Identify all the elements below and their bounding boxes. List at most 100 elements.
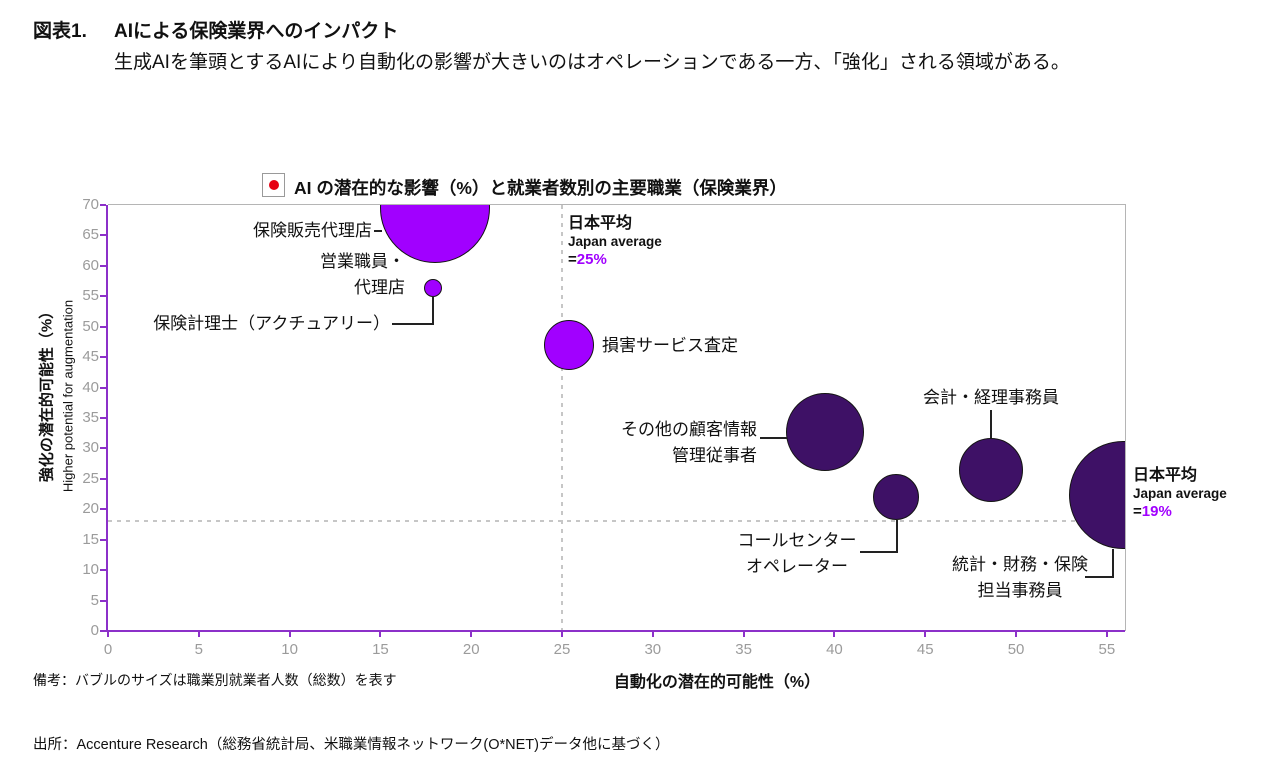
bubble-other-customer-info-worker bbox=[786, 392, 865, 471]
y-tick-30 bbox=[100, 447, 106, 450]
callout-line: コールセンター bbox=[737, 531, 857, 550]
callout-connector-2-1 bbox=[432, 297, 434, 324]
annotation-line: Japan average bbox=[1133, 486, 1227, 501]
figure-label: 図表1. bbox=[33, 21, 87, 42]
y-tick-65 bbox=[100, 234, 106, 237]
japan-average-automation-annotation: 日本平均 Japan average =25% bbox=[568, 214, 662, 269]
y-tick-label-10: 10 bbox=[82, 561, 99, 579]
annotation-line: 日本平均 bbox=[568, 215, 633, 232]
flag-red-dot bbox=[268, 180, 279, 190]
y-tick-5 bbox=[100, 599, 106, 602]
x-axis-line bbox=[106, 630, 1125, 632]
y-axis-title-jp: 強化の潜在的可能性（%） bbox=[38, 303, 56, 483]
y-tick-15 bbox=[100, 538, 106, 541]
x-tick-label-10: 10 bbox=[281, 641, 298, 658]
y-tick-label-5: 5 bbox=[90, 591, 99, 609]
page-title: AIによる保険業界へのインパクト bbox=[114, 21, 399, 42]
y-tick-label-60: 60 bbox=[82, 256, 99, 274]
annotation-line: =19% bbox=[1133, 502, 1227, 521]
bubble-statistics-finance-insurance-clerk bbox=[1069, 441, 1125, 550]
japan-flag-icon bbox=[262, 173, 285, 197]
x-tick-label-35: 35 bbox=[735, 641, 752, 658]
y-tick-55 bbox=[100, 295, 106, 298]
x-tick-label-50: 50 bbox=[1007, 641, 1025, 658]
annotation-value: = bbox=[1133, 503, 1142, 520]
bubble-actuary bbox=[424, 278, 443, 297]
y-tick-label-50: 50 bbox=[82, 317, 99, 335]
x-tick-10 bbox=[288, 632, 291, 637]
y-tick-40 bbox=[100, 386, 106, 389]
y-tick-label-70: 70 bbox=[82, 196, 99, 213]
y-tick-label-15: 15 bbox=[82, 530, 99, 548]
y-tick-45 bbox=[100, 356, 106, 359]
annotation-value: 19% bbox=[1141, 503, 1172, 520]
callout-connector-7-0 bbox=[1085, 576, 1114, 578]
x-tick-label-0: 0 bbox=[103, 641, 113, 658]
callout-connector-4-0 bbox=[760, 437, 787, 439]
bubble-accounting-clerk bbox=[958, 437, 1023, 502]
x-axis-title: 自動化の潜在的可能性（%） bbox=[613, 674, 821, 691]
x-tick-45 bbox=[924, 632, 927, 637]
japan-average-vertical-guide bbox=[561, 205, 564, 631]
annotation-value: 25% bbox=[576, 251, 607, 268]
x-tick-35 bbox=[742, 632, 745, 637]
y-axis-title-en: Higher potential for augmentation bbox=[60, 299, 76, 493]
callout-label-2: 保険計理士（アクチュアリー） bbox=[153, 311, 390, 337]
y-tick-20 bbox=[100, 508, 106, 511]
callout-label-3: 損害サービス査定 bbox=[602, 333, 738, 359]
callout-label-1: 営業職員・ 代理店 bbox=[320, 249, 405, 301]
source-note: 出所：Accenture Research（総務省統計局、米職業情報ネットワーク… bbox=[33, 737, 670, 753]
x-tick-55 bbox=[1105, 632, 1108, 637]
chart-title: AI の潜在的な影響（%）と就業者数別の主要職業（保険業界） bbox=[294, 178, 787, 198]
callout-connector-0-0 bbox=[374, 230, 382, 232]
y-tick-label-55: 55 bbox=[82, 287, 99, 305]
x-tick-40 bbox=[833, 632, 836, 637]
callout-connector-6-0 bbox=[990, 410, 992, 438]
y-tick-60 bbox=[100, 264, 106, 267]
callout-label-0: 保険販売代理店 bbox=[253, 218, 372, 244]
bubble-call-center-operator bbox=[873, 474, 920, 521]
annotation-value: = bbox=[568, 251, 577, 268]
callout-line: 会計・経理事務員 bbox=[923, 388, 1059, 407]
callout-label-6: 会計・経理事務員 bbox=[923, 385, 1059, 411]
callout-line: 損害サービス査定 bbox=[602, 336, 738, 355]
y-axis-line bbox=[106, 205, 108, 631]
callout-line: 保険販売代理店 bbox=[253, 221, 372, 240]
y-tick-label-35: 35 bbox=[82, 409, 99, 426]
x-tick-label-45: 45 bbox=[916, 641, 934, 658]
x-tick-15 bbox=[379, 632, 382, 637]
x-tick-label-40: 40 bbox=[826, 641, 843, 658]
callout-label-4: その他の顧客情報 管理従事者 bbox=[621, 417, 757, 469]
japan-average-horizontal-guide bbox=[108, 519, 1125, 522]
bubble-claims-service-assessor bbox=[544, 319, 595, 370]
callout-line: 統計・財務・保険 bbox=[952, 555, 1088, 574]
y-tick-35 bbox=[100, 417, 106, 419]
x-tick-label-25: 25 bbox=[553, 641, 571, 658]
remark-note: 備考：バブルのサイズは職業別就業者人数（総数）を表す bbox=[33, 672, 397, 688]
annotation-line: 日本平均 bbox=[1133, 467, 1198, 484]
callout-connector-7-1 bbox=[1112, 549, 1114, 577]
x-tick-25 bbox=[561, 632, 564, 637]
x-tick-0 bbox=[107, 632, 109, 637]
x-tick-20 bbox=[470, 632, 473, 637]
callout-line: 保険計理士（アクチュアリー） bbox=[153, 314, 390, 333]
callout-connector-2-0 bbox=[392, 323, 434, 325]
page-subtitle: 生成AIを筆頭とするAIにより自動化の影響が大きいのはオペレーションである一方、… bbox=[114, 52, 1070, 73]
y-tick-70 bbox=[100, 204, 106, 206]
annotation-line: Japan average bbox=[568, 234, 662, 249]
y-tick-0 bbox=[100, 630, 106, 632]
callout-line: 管理従事者 bbox=[672, 446, 757, 465]
japan-average-augmentation-annotation: 日本平均 Japan average =19% bbox=[1133, 466, 1227, 521]
x-tick-label-55: 55 bbox=[1098, 641, 1116, 658]
x-tick-5 bbox=[197, 632, 200, 637]
y-tick-label-45: 45 bbox=[82, 348, 99, 366]
callout-label-7: 統計・財務・保険 担当事務員 bbox=[952, 552, 1088, 604]
callout-label-5: コールセンター オペレーター bbox=[738, 528, 857, 580]
x-tick-label-15: 15 bbox=[372, 641, 389, 658]
callout-connector-5-1 bbox=[896, 520, 898, 552]
x-tick-30 bbox=[651, 632, 654, 637]
plot-top-border bbox=[108, 204, 1126, 205]
plot-area bbox=[108, 205, 1125, 631]
annotation-line: =25% bbox=[568, 250, 662, 269]
callout-line: 代理店 bbox=[354, 278, 405, 297]
